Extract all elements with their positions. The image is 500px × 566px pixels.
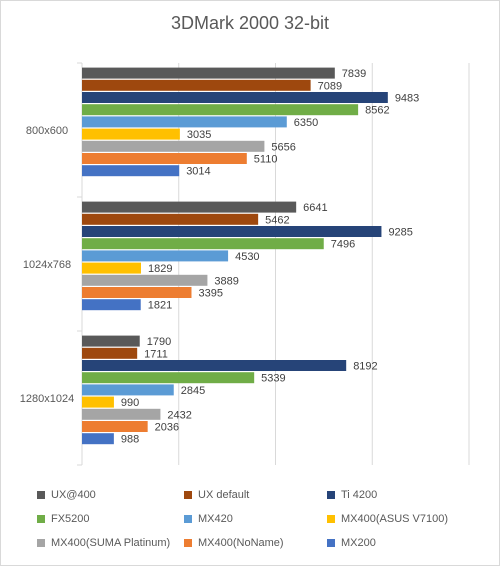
legend-item: MX420 bbox=[184, 513, 233, 525]
bar bbox=[82, 165, 180, 177]
legend-label: MX400(NoName) bbox=[198, 537, 284, 549]
bar bbox=[82, 396, 114, 408]
bar bbox=[82, 274, 208, 286]
legend-label: UX@400 bbox=[51, 489, 96, 501]
bar bbox=[82, 140, 265, 152]
legend-swatch bbox=[184, 491, 192, 499]
data-label: 7496 bbox=[331, 239, 355, 251]
category-label: 800x600 bbox=[26, 125, 68, 137]
data-label: 9483 bbox=[395, 93, 419, 105]
bar bbox=[82, 433, 114, 445]
data-label: 1790 bbox=[147, 336, 171, 348]
data-label: 3395 bbox=[198, 288, 222, 300]
chart-title: 3DMark 2000 32-bit bbox=[170, 13, 330, 33]
bar bbox=[82, 287, 192, 298]
data-label: 5339 bbox=[261, 373, 285, 385]
bar bbox=[82, 213, 259, 225]
data-label: 8562 bbox=[365, 105, 389, 117]
legend-item: MX400(SUMA Platinum) bbox=[37, 537, 170, 549]
legend-swatch bbox=[327, 539, 335, 547]
legend-label: FX5200 bbox=[51, 513, 90, 525]
legend-label: UX default bbox=[198, 489, 250, 501]
data-label: 1821 bbox=[148, 300, 172, 312]
category-label: 1024x768 bbox=[23, 259, 71, 271]
legend-item: UX default bbox=[184, 489, 249, 501]
data-label: 3889 bbox=[214, 275, 238, 287]
legend-swatch bbox=[37, 515, 45, 523]
legend-label: MX200 bbox=[341, 537, 376, 549]
data-label: 3035 bbox=[187, 129, 211, 141]
legend-item: MX200 bbox=[327, 537, 376, 549]
bar bbox=[82, 201, 297, 213]
data-label: 8192 bbox=[353, 361, 377, 373]
category-label: 1280x1024 bbox=[20, 393, 74, 405]
data-label: 2432 bbox=[167, 409, 191, 421]
data-label: 2036 bbox=[155, 422, 179, 434]
bar bbox=[82, 238, 324, 250]
bar bbox=[82, 79, 311, 91]
data-label: 5656 bbox=[271, 141, 295, 153]
data-label: 5462 bbox=[265, 214, 289, 226]
bar bbox=[82, 421, 148, 432]
data-label: 5110 bbox=[254, 154, 278, 166]
legend-item: Ti 4200 bbox=[327, 489, 377, 501]
legend-swatch bbox=[184, 539, 192, 547]
bar bbox=[82, 408, 161, 420]
data-label: 1711 bbox=[144, 348, 168, 360]
bar bbox=[82, 262, 141, 274]
legend-item: MX400(ASUS V7100) bbox=[327, 513, 448, 525]
legend-label: MX400(ASUS V7100) bbox=[341, 513, 448, 525]
legend-swatch bbox=[37, 491, 45, 499]
data-label: 7839 bbox=[342, 68, 366, 80]
bar bbox=[82, 67, 335, 79]
bar bbox=[82, 335, 140, 347]
legend-label: MX400(SUMA Platinum) bbox=[51, 537, 171, 549]
bar bbox=[82, 250, 229, 262]
data-label: 9285 bbox=[388, 227, 412, 239]
bar bbox=[82, 226, 382, 237]
bar bbox=[82, 104, 359, 116]
data-label: 6641 bbox=[303, 202, 327, 214]
legend-label: Ti 4200 bbox=[341, 489, 378, 501]
data-label: 2845 bbox=[181, 385, 205, 397]
legend-item: MX400(NoName) bbox=[184, 537, 284, 549]
legend-swatch bbox=[37, 539, 45, 547]
legend-item: UX@400 bbox=[37, 489, 96, 501]
data-label: 988 bbox=[121, 434, 139, 446]
data-label: 4530 bbox=[235, 251, 259, 263]
data-label: 1829 bbox=[148, 263, 172, 275]
legend-swatch bbox=[327, 491, 335, 499]
bar bbox=[82, 153, 247, 164]
bar bbox=[82, 347, 138, 359]
bar bbox=[82, 299, 141, 311]
bar bbox=[82, 116, 287, 128]
bar bbox=[82, 92, 388, 103]
legend-item: FX5200 bbox=[37, 513, 90, 525]
legend-swatch bbox=[184, 515, 192, 523]
data-label: 6350 bbox=[294, 117, 318, 129]
bar bbox=[82, 384, 174, 396]
data-label: 7089 bbox=[318, 80, 342, 92]
legend-label: MX420 bbox=[198, 513, 233, 525]
bar bbox=[82, 360, 347, 371]
bar bbox=[82, 128, 180, 140]
legend-swatch bbox=[327, 515, 335, 523]
data-label: 3014 bbox=[186, 166, 210, 178]
data-label: 990 bbox=[121, 397, 139, 409]
bar bbox=[82, 372, 255, 384]
